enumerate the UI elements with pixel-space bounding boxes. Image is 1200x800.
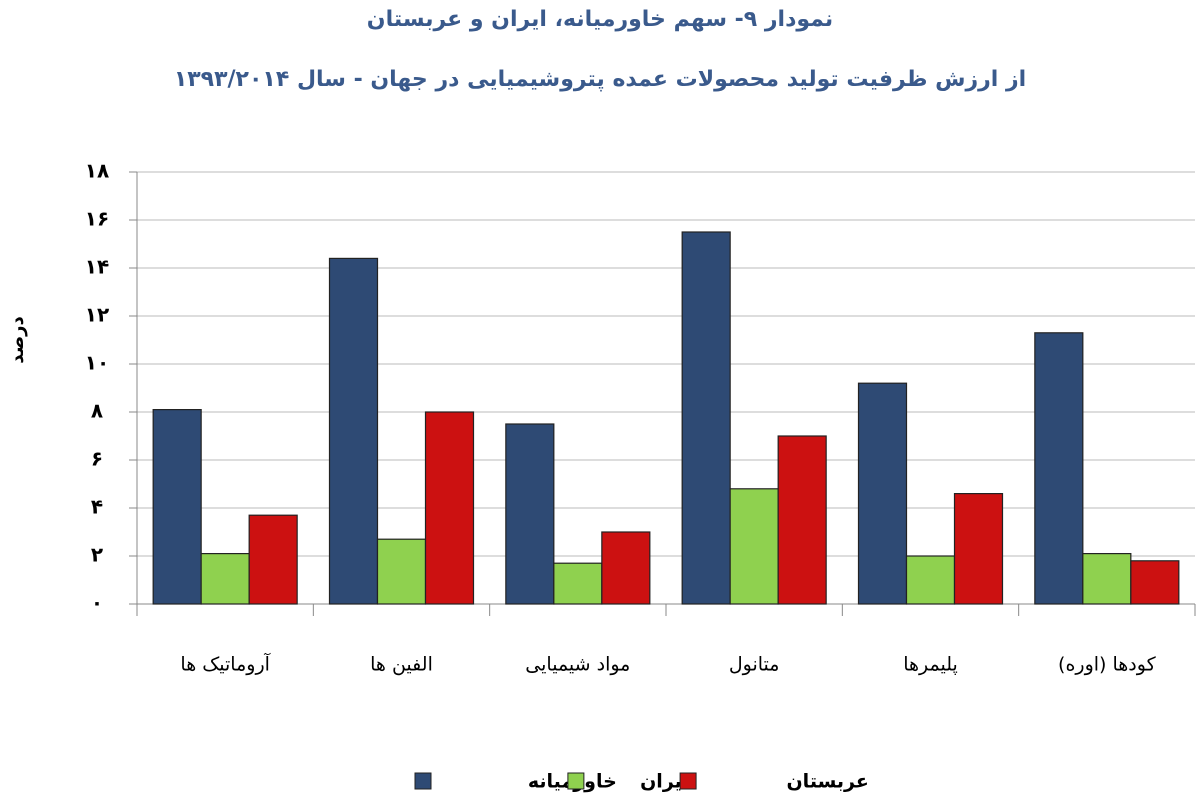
legend-label: عربستان xyxy=(786,771,868,793)
chart-subtitle: از ارزش ظرفیت تولید محصولات عمده پتروشیم… xyxy=(174,67,1026,92)
x-tick-label: پلیمرها xyxy=(903,654,958,676)
x-tick-label: متانول xyxy=(729,654,780,676)
bar xyxy=(777,435,827,605)
bar xyxy=(953,493,1004,605)
x-tick-label: الفین ها xyxy=(370,654,433,676)
bar xyxy=(553,562,603,605)
bar xyxy=(376,538,427,605)
bar xyxy=(1034,332,1084,605)
bar xyxy=(681,231,731,605)
y-tick-label: ۱۶ xyxy=(85,207,109,231)
bar xyxy=(328,257,379,605)
bar xyxy=(200,552,250,605)
bar xyxy=(601,531,651,605)
y-tick-label: ۰ xyxy=(91,591,103,615)
y-tick-label: ۸ xyxy=(91,399,103,423)
bar xyxy=(857,382,908,605)
y-tick-label: ۶ xyxy=(91,447,103,471)
bar xyxy=(505,423,555,605)
y-tick-label: ۱۴ xyxy=(85,255,109,279)
y-tick-label: ۴ xyxy=(91,495,103,519)
bar xyxy=(152,409,202,605)
x-tick-label: آروماتیک ها xyxy=(180,652,270,676)
bar xyxy=(905,555,956,605)
y-tick-label: ۲ xyxy=(91,543,103,567)
y-tick-label: ۱۰ xyxy=(85,351,109,375)
legend-swatch xyxy=(679,772,697,790)
legend-swatch xyxy=(414,772,432,790)
bar xyxy=(424,411,475,605)
chart-title: نمودار ۹- سهم خاورمیانه، ایران و عربستان xyxy=(367,7,833,32)
x-tick-label: مواد شیمیایی xyxy=(525,654,630,676)
bar xyxy=(248,514,298,605)
bar xyxy=(1082,552,1132,605)
y-axis-label: درصد xyxy=(7,316,28,363)
x-tick-label: کودها (اوره) xyxy=(1058,654,1157,676)
legend-label: ایران xyxy=(640,771,688,793)
legend-swatch xyxy=(567,772,585,790)
bar xyxy=(1130,560,1180,605)
bar xyxy=(729,488,779,605)
y-tick-label: ۱۸ xyxy=(85,159,109,183)
y-tick-label: ۱۲ xyxy=(85,303,109,327)
